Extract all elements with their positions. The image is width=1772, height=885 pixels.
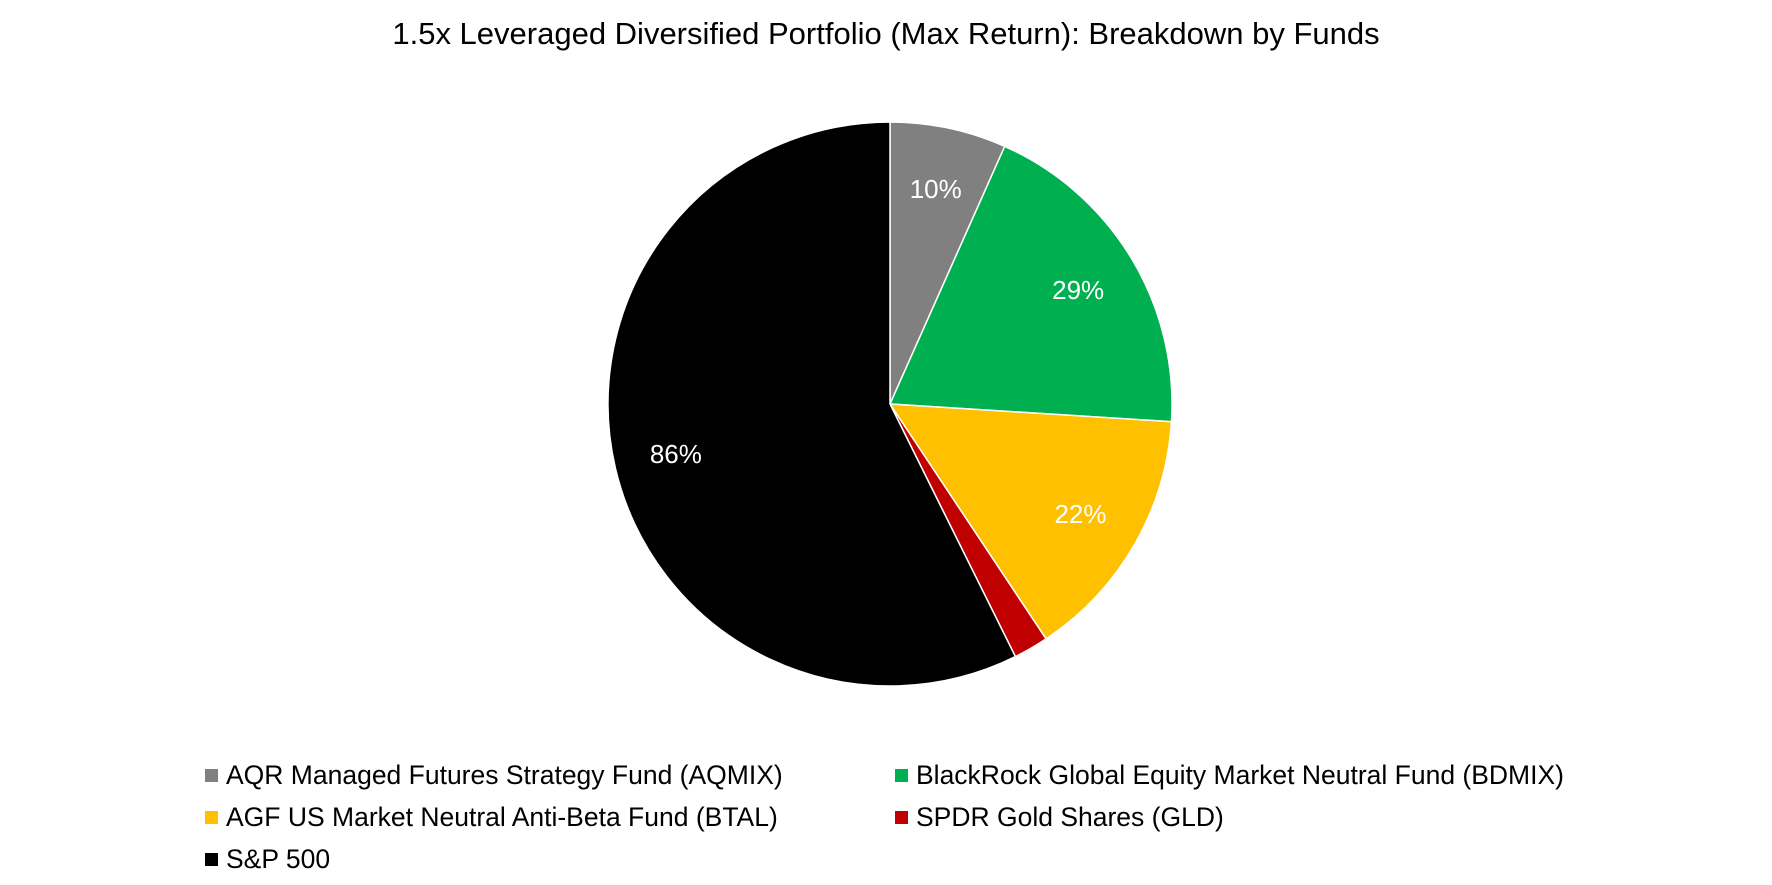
legend-item-spdr-gold-shares-gld: SPDR Gold Shares (GLD) xyxy=(895,796,1224,838)
legend-label: BlackRock Global Equity Market Neutral F… xyxy=(916,760,1564,790)
legend-item-s-p-500: S&P 500 xyxy=(205,838,330,880)
legend-label: S&P 500 xyxy=(226,844,331,874)
data-label-agf-us-market-neutral-anti-beta-fund-btal: 22% xyxy=(1054,499,1106,529)
data-label-aqr-managed-futures-strategy-fund-aqmix: 10% xyxy=(910,174,962,204)
pie-slice-aqr-managed-futures-strategy-fund-aqmix xyxy=(889,121,1006,405)
legend-swatch xyxy=(205,852,218,866)
pie-slices xyxy=(607,121,1173,687)
chart-title: 1.5x Leveraged Diversified Portfolio (Ma… xyxy=(392,16,1380,51)
legend-swatch xyxy=(895,768,908,782)
pie-slice-blackrock-global-equity-market-neutral-fund-bdmix xyxy=(888,145,1173,423)
legend-label: AQR Managed Futures Strategy Fund (AQMIX… xyxy=(226,760,783,790)
pie-slice-s-p-500 xyxy=(607,121,1017,687)
pie-slice-agf-us-market-neutral-anti-beta-fund-btal xyxy=(888,403,1173,640)
legend-label: SPDR Gold Shares (GLD) xyxy=(916,802,1224,832)
legend-item-blackrock-global-equity-market-neutral-fund-bdmix: BlackRock Global Equity Market Neutral F… xyxy=(895,754,1564,796)
legend-label: AGF US Market Neutral Anti-Beta Fund (BT… xyxy=(226,802,778,832)
legend-swatch xyxy=(895,810,908,824)
legend-swatch xyxy=(205,810,218,824)
data-label-blackrock-global-equity-market-neutral-fund-bdmix: 29% xyxy=(1052,275,1104,305)
legend-swatch xyxy=(205,768,218,782)
legend-item-agf-us-market-neutral-anti-beta-fund-btal: AGF US Market Neutral Anti-Beta Fund (BT… xyxy=(205,796,778,838)
pie-data-labels: 10% 29% 22% 86% xyxy=(650,174,1107,529)
legend-item-aqr-managed-futures-strategy-fund-aqmix: AQR Managed Futures Strategy Fund (AQMIX… xyxy=(205,754,783,796)
data-label-s-p-500: 86% xyxy=(650,439,702,469)
